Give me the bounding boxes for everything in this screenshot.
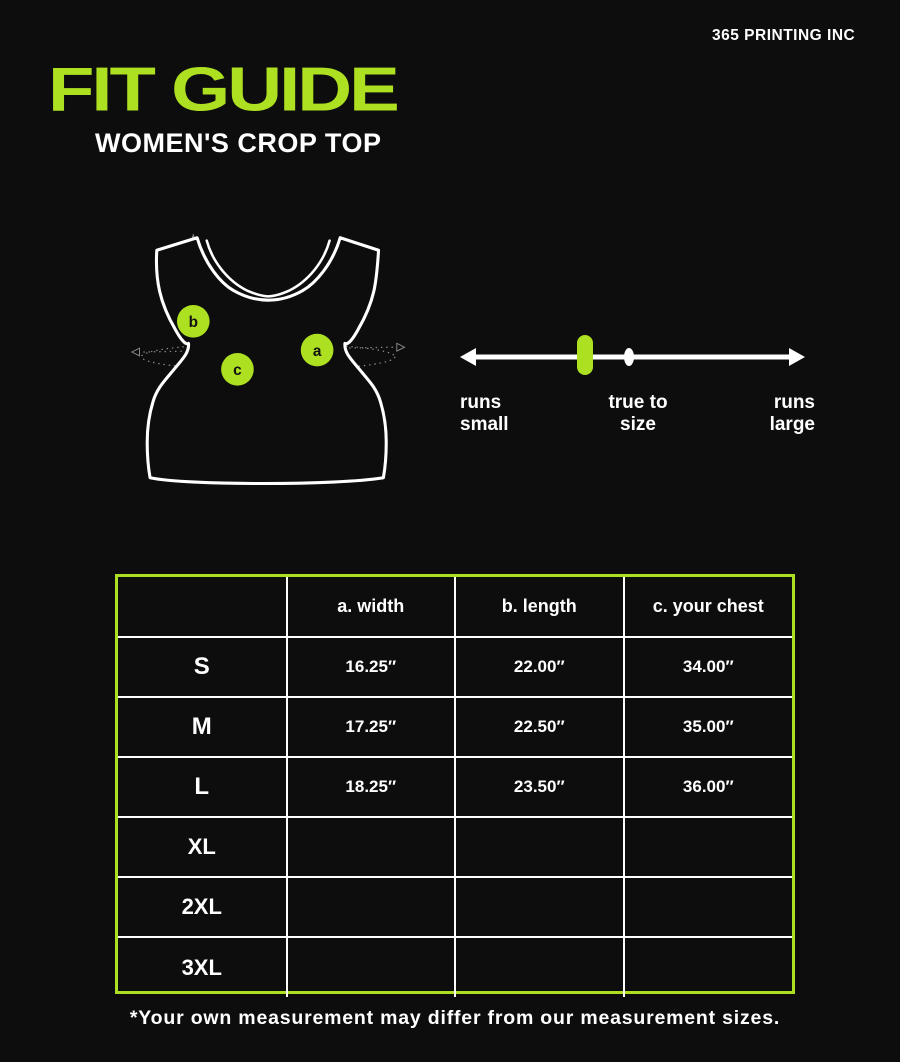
svg-text:b: b	[189, 314, 198, 331]
svg-text:a: a	[313, 343, 322, 360]
svg-text:c: c	[233, 362, 242, 379]
